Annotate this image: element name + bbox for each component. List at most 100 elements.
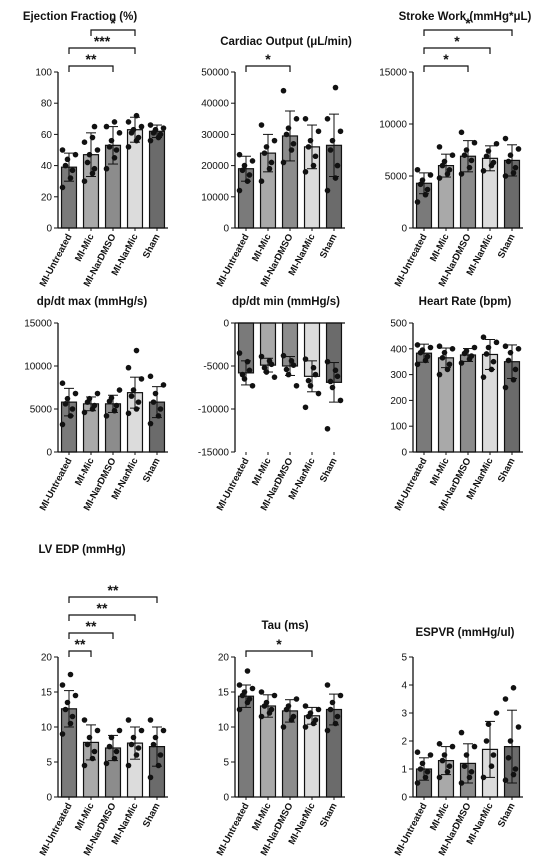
data-point bbox=[507, 349, 514, 356]
data-point bbox=[236, 350, 243, 356]
data-point bbox=[315, 706, 322, 713]
y-tick-label: 10 bbox=[218, 723, 230, 734]
data-point bbox=[307, 710, 314, 716]
significance-label: * bbox=[443, 51, 449, 67]
significance-bracket bbox=[245, 650, 313, 657]
data-point bbox=[458, 780, 465, 786]
data-point bbox=[236, 187, 243, 194]
data-point bbox=[480, 168, 487, 174]
data-point bbox=[285, 703, 292, 709]
data-point bbox=[288, 147, 295, 153]
data-point bbox=[157, 406, 164, 412]
data-point bbox=[69, 167, 76, 174]
data-point bbox=[485, 344, 492, 351]
data-point bbox=[138, 376, 145, 382]
data-point bbox=[463, 147, 470, 153]
data-point bbox=[485, 721, 492, 727]
data-point bbox=[89, 134, 96, 141]
y-tick-label: 15 bbox=[41, 688, 53, 699]
x-tick-label: Sham bbox=[318, 456, 340, 484]
y-tick-label: 5 bbox=[46, 758, 52, 769]
chart-title: dp/dt max (mmHg/s) bbox=[37, 296, 148, 308]
y-tick-label: 50000 bbox=[201, 68, 229, 79]
data-point bbox=[147, 373, 154, 380]
data-point bbox=[249, 685, 256, 692]
data-point bbox=[458, 129, 465, 136]
y-tick-label: 60 bbox=[41, 130, 53, 141]
data-point bbox=[94, 147, 101, 153]
significance-label: * bbox=[110, 15, 116, 31]
data-point bbox=[89, 755, 96, 762]
data-point bbox=[59, 682, 66, 688]
data-point bbox=[111, 155, 118, 161]
data-point bbox=[441, 752, 448, 758]
significance-bracket bbox=[423, 29, 513, 36]
data-point bbox=[236, 706, 243, 713]
data-point bbox=[436, 144, 443, 150]
chart-panel-2: Cardiac Output (μL/min) 0 10000 20000 30000 4… bbox=[201, 36, 352, 289]
data-point bbox=[332, 720, 339, 727]
data-point bbox=[86, 395, 93, 402]
data-point bbox=[505, 755, 512, 761]
y-tick-label: 10000 bbox=[201, 192, 229, 203]
y-tick-label: 100 bbox=[390, 422, 407, 433]
y-tick-label: 0 bbox=[46, 448, 52, 459]
data-point bbox=[444, 366, 451, 373]
data-point bbox=[417, 766, 424, 772]
data-point bbox=[283, 366, 290, 373]
data-point bbox=[441, 349, 448, 356]
chart-title: ESPVR (mmHg/ul) bbox=[415, 627, 514, 639]
data-point bbox=[67, 720, 74, 727]
data-point bbox=[155, 413, 162, 419]
data-point bbox=[324, 358, 331, 365]
data-point bbox=[241, 376, 248, 382]
data-point bbox=[128, 393, 135, 399]
y-tick-label: -15000 bbox=[198, 448, 230, 459]
data-point bbox=[310, 162, 317, 169]
data-point bbox=[337, 692, 344, 699]
x-tick-label: Sham bbox=[496, 456, 518, 484]
data-point bbox=[414, 361, 421, 368]
data-point bbox=[449, 346, 456, 352]
data-point bbox=[424, 186, 431, 193]
significance-label: * bbox=[265, 51, 271, 67]
data-point bbox=[81, 762, 88, 769]
data-point bbox=[91, 748, 98, 755]
data-point bbox=[261, 364, 268, 371]
chart-title: Ejection Fraction (%) bbox=[23, 11, 138, 23]
data-point bbox=[91, 165, 98, 172]
data-point bbox=[263, 699, 270, 706]
data-point bbox=[268, 706, 275, 713]
x-tick-label: MI-Untreated bbox=[393, 801, 430, 858]
data-point bbox=[488, 366, 495, 373]
data-point bbox=[150, 399, 157, 405]
data-point bbox=[444, 171, 451, 177]
data-point bbox=[329, 384, 336, 391]
data-point bbox=[444, 769, 451, 775]
data-point bbox=[461, 763, 468, 769]
data-point bbox=[324, 425, 331, 432]
y-tick-label: 5000 bbox=[385, 172, 408, 183]
data-point bbox=[427, 172, 434, 178]
y-tick-label: 30000 bbox=[201, 130, 229, 141]
y-tick-label: 20 bbox=[41, 653, 53, 664]
data-point bbox=[263, 144, 270, 150]
data-point bbox=[480, 774, 487, 781]
data-point bbox=[108, 137, 115, 144]
data-point bbox=[334, 373, 341, 380]
chart-title: dp/dt min (mmHg/s) bbox=[232, 296, 340, 308]
data-point bbox=[244, 178, 251, 184]
data-point bbox=[241, 162, 248, 169]
data-point bbox=[417, 181, 424, 188]
y-tick-label: 0 bbox=[401, 793, 407, 804]
data-point bbox=[246, 367, 253, 374]
y-tick-label: 500 bbox=[390, 319, 407, 330]
data-point bbox=[334, 713, 341, 720]
data-point bbox=[133, 752, 140, 758]
data-point bbox=[293, 116, 300, 122]
data-point bbox=[510, 376, 517, 383]
data-point bbox=[483, 153, 490, 160]
data-point bbox=[507, 738, 514, 744]
bar bbox=[281, 710, 299, 798]
data-point bbox=[512, 366, 519, 373]
